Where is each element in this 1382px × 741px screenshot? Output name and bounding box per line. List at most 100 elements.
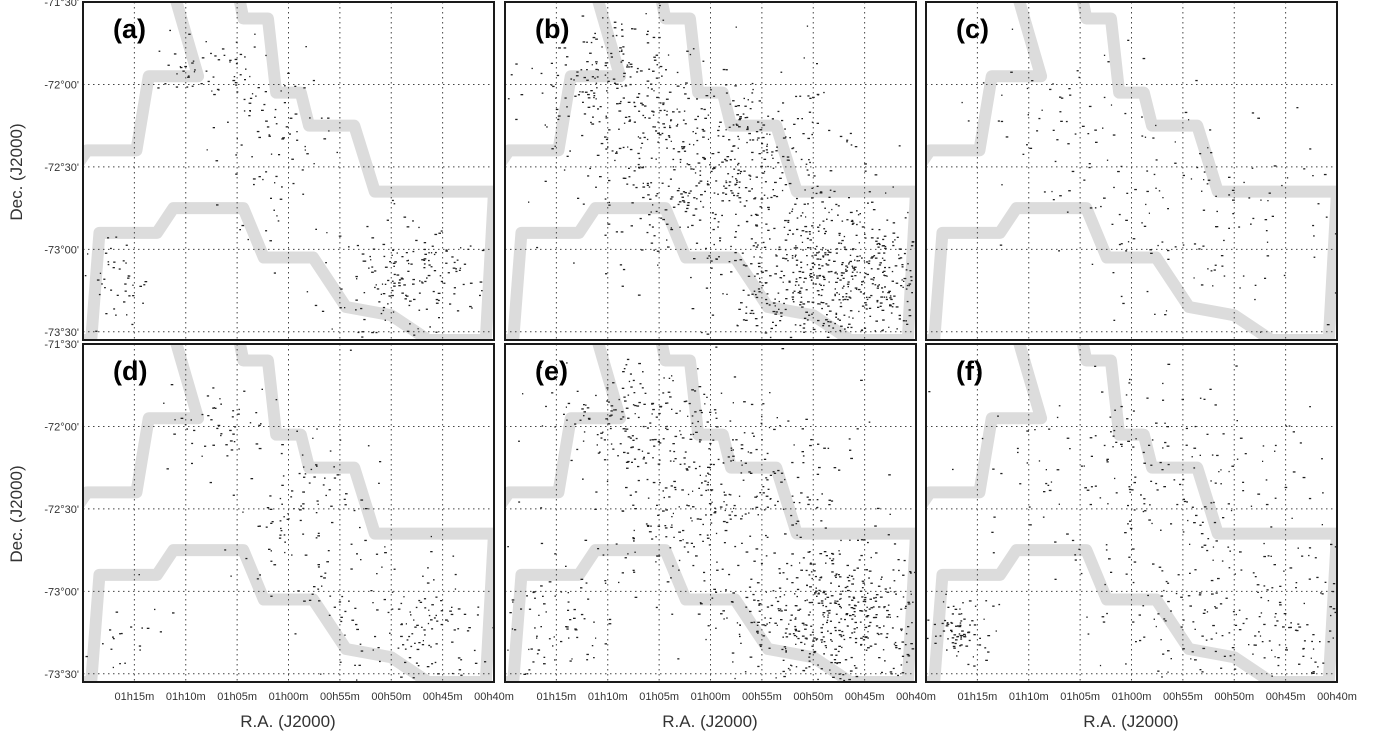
source-point bbox=[814, 575, 817, 578]
source-point bbox=[746, 116, 749, 119]
source-point bbox=[840, 597, 842, 600]
source-point bbox=[1054, 541, 1057, 543]
source-point bbox=[325, 494, 327, 497]
source-point bbox=[829, 632, 832, 635]
source-point bbox=[1144, 510, 1147, 512]
source-point bbox=[193, 71, 196, 73]
source-point bbox=[784, 239, 788, 241]
source-point bbox=[827, 249, 829, 251]
source-point bbox=[838, 574, 840, 576]
source-point bbox=[812, 96, 815, 99]
source-point bbox=[1156, 489, 1159, 491]
source-point bbox=[652, 457, 654, 459]
source-point bbox=[456, 259, 459, 261]
source-point bbox=[382, 306, 386, 309]
source-point bbox=[632, 439, 635, 441]
source-point bbox=[566, 628, 569, 630]
source-point bbox=[167, 64, 170, 66]
source-point bbox=[785, 648, 787, 650]
panel-label: (f) bbox=[956, 356, 983, 386]
source-point bbox=[626, 358, 630, 361]
source-point bbox=[737, 564, 740, 567]
source-point bbox=[880, 578, 882, 580]
source-point bbox=[825, 646, 827, 649]
source-point bbox=[854, 615, 856, 617]
source-point bbox=[674, 488, 677, 491]
source-point bbox=[673, 460, 675, 462]
source-point bbox=[613, 27, 617, 29]
source-point bbox=[243, 110, 246, 112]
source-point bbox=[1108, 558, 1111, 560]
source-point bbox=[763, 509, 766, 511]
source-point bbox=[359, 643, 362, 645]
source-point bbox=[985, 600, 988, 602]
source-point bbox=[1260, 596, 1263, 599]
source-point bbox=[184, 424, 187, 426]
source-point bbox=[633, 28, 637, 30]
source-point bbox=[1028, 506, 1031, 508]
source-point bbox=[848, 596, 851, 598]
source-point bbox=[1288, 626, 1291, 629]
source-point bbox=[1112, 435, 1115, 437]
source-point bbox=[315, 512, 318, 514]
source-point bbox=[758, 100, 761, 102]
source-point bbox=[356, 553, 358, 555]
source-point bbox=[811, 225, 814, 227]
source-point bbox=[702, 136, 705, 138]
source-point bbox=[348, 600, 350, 602]
source-point bbox=[383, 598, 386, 601]
source-point bbox=[1114, 477, 1116, 480]
source-point bbox=[725, 504, 728, 506]
source-point bbox=[818, 589, 821, 592]
source-point bbox=[431, 663, 434, 665]
source-point bbox=[624, 116, 628, 118]
source-point bbox=[1126, 192, 1129, 194]
source-point bbox=[586, 407, 590, 409]
source-point bbox=[807, 174, 810, 176]
source-point bbox=[766, 145, 768, 147]
source-point bbox=[255, 95, 257, 97]
source-point bbox=[331, 328, 333, 330]
source-point bbox=[844, 618, 846, 621]
source-point bbox=[883, 606, 885, 609]
source-point bbox=[811, 262, 815, 264]
source-point bbox=[754, 318, 758, 320]
source-point bbox=[683, 150, 687, 152]
source-point bbox=[670, 120, 672, 122]
source-point bbox=[727, 173, 730, 175]
source-point bbox=[608, 129, 611, 131]
source-point bbox=[450, 613, 454, 616]
source-point bbox=[815, 192, 818, 195]
source-point bbox=[421, 281, 423, 283]
source-point bbox=[250, 478, 254, 480]
source-point bbox=[675, 412, 678, 414]
source-point bbox=[637, 136, 639, 138]
source-point bbox=[104, 287, 106, 289]
source-point bbox=[652, 114, 655, 116]
source-point bbox=[507, 98, 510, 100]
source-point bbox=[751, 101, 754, 103]
source-point bbox=[873, 255, 876, 257]
panel-label: (b) bbox=[535, 14, 569, 44]
source-point bbox=[607, 223, 611, 225]
source-point bbox=[112, 267, 115, 269]
source-point bbox=[875, 594, 879, 596]
source-point bbox=[1222, 517, 1225, 519]
source-point bbox=[361, 336, 364, 338]
source-point bbox=[435, 643, 438, 645]
source-point bbox=[116, 294, 119, 296]
source-point bbox=[766, 623, 768, 625]
source-point bbox=[867, 592, 869, 594]
source-point bbox=[1215, 195, 1217, 197]
source-point bbox=[577, 94, 580, 96]
source-point bbox=[766, 197, 769, 199]
source-point bbox=[237, 413, 240, 415]
source-point bbox=[896, 328, 898, 330]
source-point bbox=[765, 477, 768, 479]
source-point bbox=[904, 607, 907, 609]
source-point bbox=[715, 417, 718, 419]
source-point bbox=[454, 588, 457, 590]
source-point bbox=[511, 628, 514, 630]
source-point bbox=[907, 263, 909, 265]
source-point bbox=[692, 564, 695, 567]
